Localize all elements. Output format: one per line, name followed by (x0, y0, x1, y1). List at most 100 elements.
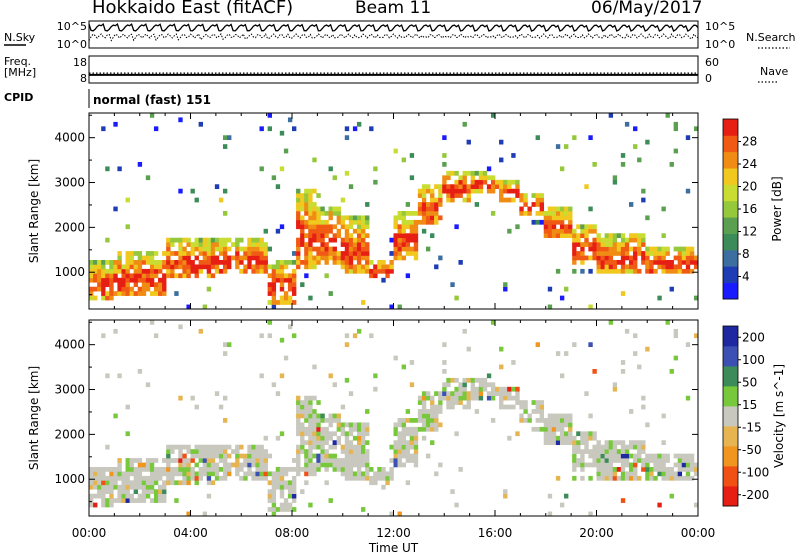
power-echo-cell (316, 224, 321, 230)
velocity-echo-cell (316, 431, 321, 437)
power-echo-cell (105, 268, 110, 274)
velocity-echo-cell (417, 409, 423, 414)
power-echo-cell (271, 175, 277, 181)
power-echo-cell (312, 224, 317, 230)
velocity-echo-cell (279, 484, 285, 490)
power-echo-cell (117, 286, 122, 292)
power-echo-cell (645, 139, 650, 145)
power-echo-cell (344, 228, 350, 234)
velocity-echo-cell (218, 467, 224, 472)
power-echo-cell (218, 246, 224, 252)
velocity-echo-cell (137, 462, 143, 468)
power-echo-cell (365, 242, 370, 247)
velocity-echo-cell (438, 395, 443, 401)
velocity-echo-cell (105, 467, 110, 472)
velocity-echo-cell (198, 475, 203, 481)
power-echo-cell (186, 242, 191, 247)
velocity-echo-cell (93, 493, 98, 499)
velocity-echo-cell (515, 391, 520, 397)
xtick-label: 08:00 (275, 526, 310, 540)
power-echo-cell (624, 251, 630, 256)
velocity-echo-cell (296, 404, 301, 410)
power-ytick-label: 2000 (54, 220, 85, 234)
velocity-echo-cell (178, 458, 183, 463)
velocity-echo-cell (482, 386, 488, 392)
power-echo-cell (133, 273, 139, 279)
velocity-echo-cell (137, 369, 143, 374)
velocity-echo-cell (681, 458, 687, 463)
power-echo-cell (535, 219, 540, 225)
power-echo-cell (401, 246, 406, 252)
power-echo-cell (308, 233, 313, 239)
power-echo-cell (170, 251, 175, 256)
power-echo-cell (425, 202, 431, 207)
velocity-echo-cell (340, 422, 346, 428)
velocity-echo-cell (551, 413, 557, 419)
power-echo-cell (251, 268, 256, 274)
velocity-echo-cell (592, 453, 597, 459)
velocity-echo-cell (137, 471, 143, 477)
velocity-echo-cell (149, 475, 155, 481)
power-echo-cell (198, 268, 203, 274)
velocity-echo-cell (304, 409, 309, 414)
velocity-echo-cell (89, 471, 94, 477)
velocity-echo-cell (292, 507, 297, 512)
power-echo-cell (267, 113, 272, 118)
velocity-echo-cell (361, 444, 366, 450)
power-echo-cell (547, 233, 553, 239)
power-echo-cell (133, 268, 139, 274)
velocity-echo-cell (287, 467, 293, 472)
velocity-echo-cell (194, 404, 199, 410)
power-echo-cell (637, 157, 642, 163)
velocity-echo-cell (304, 471, 309, 477)
velocity-echo-cell (89, 498, 94, 503)
velocity-echo-cell (162, 484, 167, 490)
velocity-echo-cell (535, 404, 540, 410)
power-echo-cell (641, 197, 646, 203)
velocity-echo-cell (279, 337, 285, 343)
power-echo-cell (344, 224, 350, 230)
power-echo-cell (373, 264, 378, 270)
velocity-echo-cell (401, 440, 406, 446)
power-echo-cell (275, 268, 281, 274)
power-echo-cell (405, 233, 411, 239)
power-echo-cell (600, 237, 605, 243)
power-echo-cell (324, 273, 329, 279)
power-echo-cell (458, 260, 463, 265)
power-echo-cell (267, 264, 272, 270)
power-echo-cell (641, 188, 646, 194)
velocity-echo-cell (117, 493, 122, 499)
power-echo-cell (438, 197, 443, 203)
velocity-echo-cell (117, 471, 122, 477)
power-echo-cell (559, 219, 565, 225)
velocity-echo-cell (214, 475, 220, 481)
velocity-echo-cell (292, 489, 297, 495)
velocity-echo-cell (312, 467, 317, 472)
velocity-echo-cell (649, 475, 654, 481)
velocity-echo-cell (446, 391, 451, 397)
velocity-echo-cell (336, 426, 342, 432)
power-ylabel: Slant Range [km] (27, 159, 41, 263)
velocity-ylabel: Slant Range [km] (27, 366, 41, 470)
power-echo-cell (446, 184, 451, 190)
power-echo-cell (198, 242, 203, 247)
velocity-echo-cell (466, 400, 471, 405)
velocity-echo-cell (543, 426, 549, 432)
power-echo-cell (222, 242, 228, 247)
power-echo-cell (304, 260, 309, 265)
velocity-echo-cell (352, 422, 358, 428)
power-echo-cell (413, 211, 419, 216)
velocity-echo-cell (182, 475, 187, 481)
velocity-echo-cell (458, 391, 463, 397)
velocity-echo-cell (425, 409, 431, 414)
power-echo-cell (421, 202, 427, 207)
power-echo-cell (401, 242, 406, 247)
power-echo-cell (681, 268, 687, 274)
power-echo-cell (628, 202, 634, 207)
power-echo-cell (604, 237, 609, 243)
power-echo-cell (348, 251, 354, 256)
power-echo-cell (243, 251, 248, 256)
velocity-echo-cell (340, 431, 346, 437)
power-echo-cell (608, 255, 614, 261)
velocity-echo-cell (377, 475, 382, 481)
